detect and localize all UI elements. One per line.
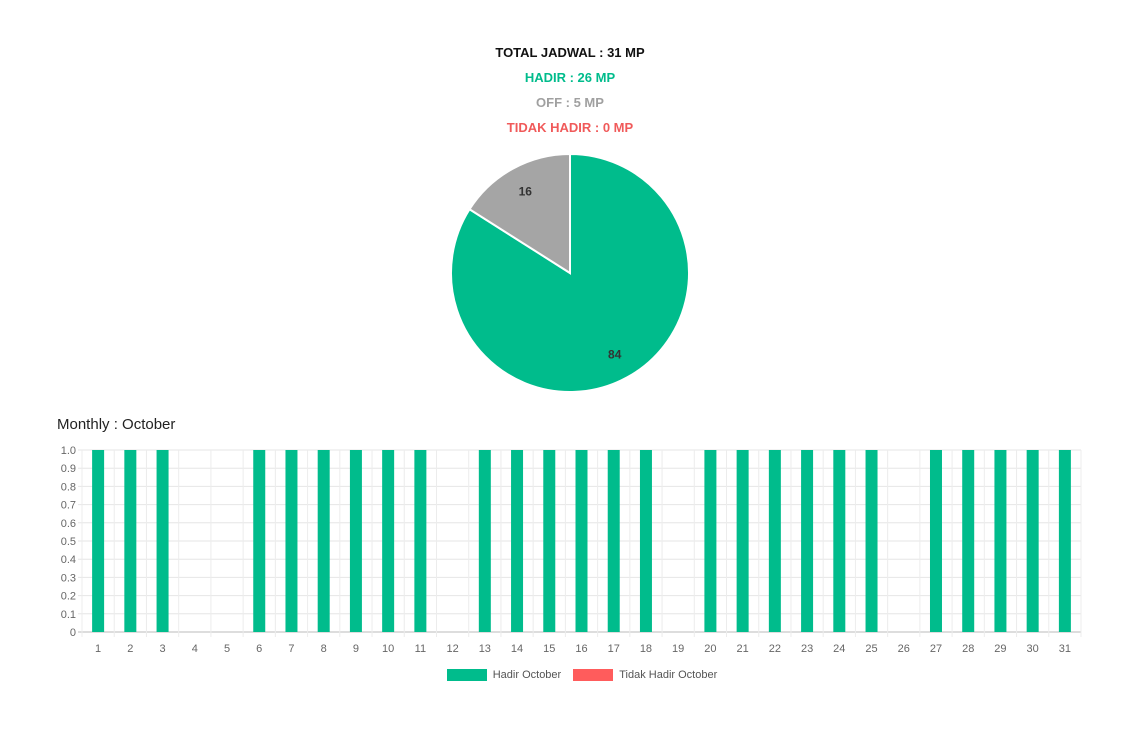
bar-hadir-day-15[interactable]	[543, 450, 556, 632]
x-tick-label: 13	[479, 643, 491, 655]
x-tick-label: 22	[769, 643, 781, 655]
x-tick-label: 2	[127, 643, 133, 655]
bar-chart-legend: Hadir October Tidak Hadir October	[0, 669, 1140, 681]
monthly-bar-chart: 00.10.20.30.40.50.60.70.80.91.01 2 3 4 5 6 7 8 9…	[61, 445, 1082, 655]
attendance-summary: TOTAL JADWAL : 31 MP HADIR : 26 MP OFF :…	[0, 40, 1140, 140]
legend-swatch-hadir	[446, 669, 487, 681]
bar-hadir-day-6[interactable]	[253, 450, 266, 632]
x-tick-label: 3	[160, 643, 166, 655]
x-tick-label: 23	[801, 643, 813, 655]
y-tick-label: 0.2	[61, 591, 76, 603]
off-count-text: OFF : 5 MP	[536, 95, 604, 110]
bar-hadir-day-10[interactable]	[382, 450, 395, 632]
y-tick-label: 1.0	[61, 445, 76, 457]
y-tick-label: 0.9	[61, 463, 76, 475]
x-tick-label: 27	[930, 643, 942, 655]
bar-hadir-day-18[interactable]	[639, 450, 652, 632]
x-tick-label: 6	[256, 643, 262, 655]
x-tick-label: 9	[353, 643, 359, 655]
x-tick-label: 12	[446, 643, 458, 655]
x-tick-label: 8	[321, 643, 327, 655]
bar-hadir-day-16[interactable]	[575, 450, 588, 632]
x-tick-label: 11	[415, 643, 426, 655]
x-tick-label: 20	[704, 643, 716, 655]
monthly-title: Monthly : October	[57, 416, 176, 433]
x-tick-label: 7	[288, 643, 294, 655]
x-tick-label: 25	[865, 643, 877, 655]
x-tick-label: 14	[511, 643, 523, 655]
x-tick-label: 28	[962, 643, 974, 655]
x-tick-label: 4	[192, 643, 198, 655]
bar-hadir-day-11[interactable]	[414, 450, 427, 632]
x-tick-label: 16	[575, 643, 587, 655]
x-tick-label: 1	[95, 643, 101, 655]
bar-hadir-day-23[interactable]	[801, 450, 814, 632]
bar-hadir-day-7[interactable]	[285, 450, 298, 632]
x-tick-label: 18	[640, 643, 652, 655]
y-tick-label: 0.6	[61, 518, 76, 530]
bar-hadir-day-25[interactable]	[865, 450, 878, 632]
y-tick-label: 0.3	[61, 572, 76, 584]
x-tick-label: 17	[608, 643, 620, 655]
bar-hadir-day-14[interactable]	[511, 450, 524, 632]
x-tick-label: 31	[1059, 643, 1071, 655]
pie-label-hadir: 84	[608, 347, 622, 361]
legend-label-hadir: Hadir October	[492, 669, 562, 681]
legend-label-tidak-hadir: Tidak Hadir October	[619, 669, 718, 681]
legend-item-tidak-hadir[interactable]: Tidak Hadir October	[573, 669, 717, 681]
y-tick-label: 0.4	[61, 554, 76, 566]
x-tick-label: 21	[737, 643, 749, 655]
bar-hadir-day-20[interactable]	[704, 450, 717, 632]
bar-hadir-day-31[interactable]	[1058, 450, 1071, 632]
bar-hadir-day-21[interactable]	[736, 450, 749, 632]
bar-hadir-day-2[interactable]	[124, 450, 137, 632]
total-schedule-text: TOTAL JADWAL : 31 MP	[495, 45, 645, 60]
y-tick-label: 0.8	[61, 481, 76, 493]
x-tick-label: 30	[1027, 643, 1039, 655]
bar-hadir-day-22[interactable]	[768, 450, 781, 632]
y-tick-label: 0.7	[61, 500, 76, 512]
bar-hadir-day-8[interactable]	[317, 450, 330, 632]
x-tick-label: 26	[898, 643, 910, 655]
legend-swatch-tidak-hadir	[573, 669, 614, 681]
x-tick-label: 24	[833, 643, 845, 655]
bar-hadir-day-3[interactable]	[156, 450, 169, 632]
x-tick-label: 29	[994, 643, 1006, 655]
bar-hadir-day-30[interactable]	[1026, 450, 1039, 632]
bar-hadir-day-27[interactable]	[929, 450, 942, 632]
bar-hadir-day-17[interactable]	[607, 450, 620, 632]
attendance-pie-chart: 84 16	[450, 152, 690, 393]
bar-hadir-day-13[interactable]	[478, 450, 491, 632]
x-tick-label: 19	[672, 643, 684, 655]
x-tick-label: 5	[224, 643, 230, 655]
pie-label-off: 16	[519, 185, 533, 199]
present-count-text: HADIR : 26 MP	[524, 70, 616, 85]
absent-count-text: TIDAK HADIR : 0 MP	[506, 120, 634, 135]
bar-hadir-day-24[interactable]	[833, 450, 846, 632]
legend-item-hadir[interactable]: Hadir October	[446, 669, 562, 681]
bar-hadir-day-1[interactable]	[92, 450, 105, 632]
y-tick-label: 0.5	[61, 536, 76, 548]
y-tick-label: 0	[70, 627, 76, 639]
y-tick-label: 0.1	[61, 609, 76, 621]
pie-slice-off[interactable]	[468, 152, 571, 275]
bar-hadir-day-9[interactable]	[349, 450, 362, 632]
bar-hadir-day-29[interactable]	[994, 450, 1007, 632]
x-tick-label: 15	[543, 643, 555, 655]
x-tick-label: 10	[382, 643, 394, 655]
bar-hadir-day-28[interactable]	[962, 450, 975, 632]
